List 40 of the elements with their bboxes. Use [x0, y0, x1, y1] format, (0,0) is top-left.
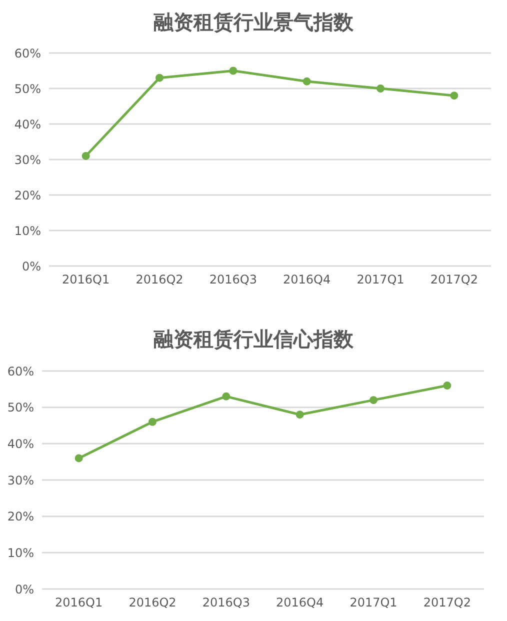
x-tick-label: 2017Q1	[350, 596, 398, 610]
x-tick-label: 2016Q1	[62, 272, 110, 287]
x-tick-label: 2016Q2	[128, 596, 176, 610]
point	[296, 410, 304, 419]
y-tick-label: 50%	[14, 82, 41, 96]
y-tick-label: 40%	[14, 117, 41, 132]
x-tick-label: 2017Q1	[356, 272, 404, 287]
point	[74, 454, 83, 462]
point	[82, 152, 90, 160]
point	[376, 84, 384, 92]
point	[450, 92, 458, 100]
y-tick-label: 0%	[14, 582, 34, 596]
y-tick-label: 10%	[7, 546, 34, 560]
y-tick-label: 60%	[14, 46, 41, 60]
point	[156, 74, 164, 82]
y-tick-label: 20%	[7, 510, 34, 524]
point	[222, 392, 230, 400]
point	[443, 382, 452, 390]
point	[370, 396, 378, 404]
point	[302, 77, 311, 86]
x-tick-label: 2017Q2	[423, 596, 471, 610]
y-tick-label: 10%	[14, 224, 41, 238]
x-tick-label: 2016Q3	[202, 596, 250, 610]
y-tick-label: 0%	[22, 259, 41, 274]
y-tick-label: 50%	[7, 400, 34, 415]
y-tick-label: 60%	[7, 364, 34, 378]
y-tick-label: 30%	[7, 473, 34, 488]
point	[148, 418, 156, 426]
point	[229, 66, 238, 75]
y-tick-label: 30%	[14, 152, 41, 167]
x-tick-label: 2016Q4	[283, 272, 331, 287]
x-tick-label: 2016Q4	[276, 596, 324, 610]
chart-title: 融资租赁行业信心指数	[152, 327, 354, 351]
y-tick-label: 40%	[7, 436, 34, 451]
x-tick-label: 2016Q2	[136, 272, 184, 287]
x-tick-label: 2016Q1	[55, 596, 103, 610]
x-tick-label: 2017Q2	[430, 272, 478, 287]
x-tick-label: 2016Q3	[209, 272, 257, 287]
y-tick-label: 20%	[14, 188, 41, 202]
chart-title: 融资租赁行业景气指数	[152, 10, 354, 34]
